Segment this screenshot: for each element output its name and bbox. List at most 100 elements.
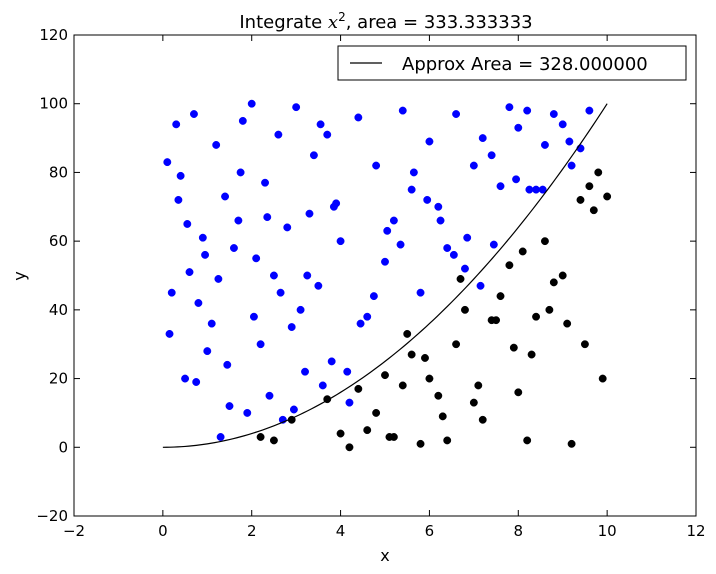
- y-tick-label: 40: [49, 301, 68, 319]
- scatter-point-above: [247, 99, 256, 108]
- scatter-point-above: [283, 223, 292, 232]
- scatter-point-above: [369, 292, 378, 301]
- scatter-point-above: [198, 233, 207, 242]
- scatter-point-above: [243, 408, 252, 417]
- chart-title: Integrate x2, area = 333.333333: [239, 10, 532, 33]
- scatter-point-above: [523, 106, 532, 115]
- scatter-point-above: [514, 123, 523, 132]
- scatter-point-above: [407, 185, 416, 194]
- y-tick-label: −20: [36, 507, 68, 525]
- scatter-point-below: [527, 350, 536, 359]
- scatter-point-below: [540, 237, 549, 246]
- scatter-point-below: [336, 429, 345, 438]
- scatter-point-above: [425, 137, 434, 146]
- plot-area-frame: [73, 34, 697, 517]
- scatter-point-above: [525, 185, 534, 194]
- scatter-point-above: [207, 319, 216, 328]
- scatter-point-above: [212, 140, 221, 149]
- scatter-point-below: [580, 340, 589, 349]
- scatter-point-below: [438, 412, 447, 421]
- scatter-point-below: [576, 195, 585, 204]
- scatter-point-above: [549, 110, 558, 118]
- scatter-point-above: [256, 340, 265, 349]
- y-tick-label: 100: [39, 95, 68, 113]
- scatter-point-above: [236, 168, 245, 177]
- scatter-point-above: [489, 240, 498, 249]
- scatter-point-below: [509, 343, 518, 352]
- scatter-point-above: [434, 202, 443, 211]
- y-axis-label: y: [10, 271, 29, 280]
- scatter-point-above: [449, 250, 458, 259]
- scatter-point-above: [389, 216, 398, 225]
- x-tick-label: 6: [425, 522, 435, 540]
- scatter-point-below: [514, 388, 523, 397]
- scatter-point-above: [203, 347, 212, 356]
- plot-layer: [73, 34, 697, 517]
- y-tick-label: 120: [39, 26, 68, 44]
- scatter-point-above: [512, 175, 521, 184]
- scatter-point-above: [252, 254, 261, 263]
- scatter-point-above: [336, 237, 345, 246]
- scatter-point-above: [487, 151, 496, 160]
- scatter-point-above: [318, 381, 327, 390]
- scatter-point-above: [194, 299, 203, 307]
- scatter-point-above: [249, 312, 258, 321]
- scatter-point-above: [343, 367, 352, 376]
- scatter-point-above: [185, 268, 194, 277]
- scatter-point-below: [381, 371, 389, 380]
- x-tick-label: −2: [63, 522, 85, 540]
- scatter-point-below: [434, 391, 443, 400]
- scatter-point-below: [403, 329, 412, 338]
- scatter-point-below: [345, 443, 354, 452]
- scatter-point-above: [172, 120, 181, 129]
- scatter-point-below: [505, 261, 514, 270]
- scatter-point-above: [214, 274, 223, 283]
- scatter-point-above: [540, 140, 549, 149]
- scatter-point-below: [563, 319, 572, 328]
- scatter-point-above: [183, 220, 192, 228]
- scatter-point-above: [356, 319, 365, 328]
- scatter-point-above: [176, 171, 185, 180]
- scatter-point-above: [165, 329, 174, 338]
- scatter-point-above: [287, 323, 296, 331]
- chart-title-superscript: 2: [338, 10, 346, 24]
- scatter-point-below: [594, 168, 603, 177]
- scatter-point-above: [398, 106, 407, 115]
- y-tick-label: 60: [49, 232, 68, 250]
- scatter-point-above: [381, 257, 389, 266]
- scatter-point-above: [190, 110, 198, 118]
- x-tick-label: 10: [598, 522, 617, 540]
- scatter-point-above: [478, 134, 487, 143]
- scatter-point-below: [545, 305, 554, 314]
- scatter-point-above: [443, 244, 452, 252]
- scatter-point-above: [261, 178, 269, 187]
- scatter-point-below: [363, 426, 372, 435]
- scatter-point-above: [345, 398, 354, 407]
- scatter-point-below: [421, 354, 429, 362]
- scatter-point-below: [532, 312, 541, 321]
- scatter-point-below: [523, 436, 532, 445]
- scatter-point-above: [327, 357, 336, 366]
- chart-title-suffix: , area = 333.333333: [346, 12, 533, 33]
- scatter-point-above: [309, 151, 318, 160]
- scatter-point-below: [492, 316, 501, 325]
- scatter-point-below: [474, 381, 483, 390]
- scatter-point-below: [496, 292, 505, 301]
- scatter-point-above: [263, 213, 272, 222]
- scatter-point-below: [469, 398, 478, 407]
- scatter-point-above: [409, 168, 418, 177]
- scatter-point-above: [234, 216, 243, 225]
- scatter-point-below: [416, 439, 425, 448]
- scatter-point-below: [598, 374, 607, 383]
- scatter-point-below: [518, 247, 527, 256]
- scatter-point-below: [425, 374, 434, 383]
- x-axis-label: x: [380, 546, 389, 565]
- scatter-point-above: [505, 103, 514, 112]
- scatter-point-below: [456, 274, 465, 283]
- scatter-point-below: [269, 436, 278, 445]
- scatter-point-above: [167, 288, 176, 297]
- scatter-point-above: [265, 391, 274, 400]
